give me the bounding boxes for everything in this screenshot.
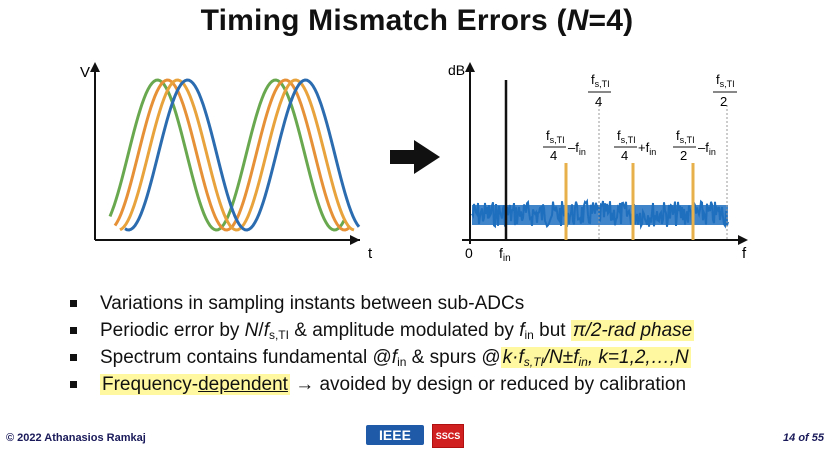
page-number: 14 of 55: [783, 432, 824, 444]
sine-wave: [124, 78, 361, 232]
spur3-annotation: fs,TI 2 –fin: [673, 128, 716, 163]
fin-label: fin: [499, 245, 511, 264]
bullet-marker: [70, 300, 77, 307]
svg-text:–fin: –fin: [698, 140, 716, 157]
spur1-annotation: fs,TI 4 –fin: [543, 128, 586, 163]
right-y-label: dB: [448, 62, 465, 78]
svg-text:–fin: –fin: [568, 140, 586, 157]
right-plot: dB f 0 fin fs,TI 4 fs,TI 2 fs,TI 4: [448, 62, 748, 264]
sscs-logo: SSCS: [432, 424, 464, 448]
svg-text:fs,TI: fs,TI: [676, 128, 695, 145]
svg-text:fs,TI: fs,TI: [591, 72, 610, 89]
bullet-marker: [70, 354, 77, 361]
slide-title: Timing Mismatch Errors (N=4): [200, 4, 634, 37]
highlight: k·fs,TI/N±fin, k=1,2,…,N: [500, 347, 691, 369]
fs4-annotation: fs,TI 4: [588, 72, 611, 109]
right-x-label: f: [742, 245, 747, 262]
highlight: Frequency-dependent: [100, 374, 290, 395]
right-x-arrow-icon: [738, 235, 748, 245]
ieee-logo: IEEE: [366, 425, 424, 445]
bullet-marker: [70, 327, 77, 334]
left-y-arrow-icon: [90, 62, 100, 72]
bullet-marker: [70, 381, 77, 388]
sine-waves: [108, 78, 361, 232]
fs2-annotation: fs,TI 2: [713, 72, 737, 109]
highlight: π/2-rad phase: [570, 320, 695, 341]
svg-text:fs,TI: fs,TI: [617, 128, 636, 145]
noise-floor: [471, 198, 729, 230]
left-plot: V t: [80, 62, 373, 262]
right-y-arrow-icon: [465, 62, 475, 72]
copyright: © 2022 Athanasios Ramkaj: [6, 432, 146, 444]
svg-text:2: 2: [680, 148, 687, 163]
svg-text:+fin: +fin: [638, 140, 656, 157]
noise-trace: [471, 198, 729, 230]
left-x-label: t: [368, 245, 373, 262]
svg-text:fs,TI: fs,TI: [546, 128, 565, 145]
svg-text:4: 4: [550, 148, 557, 163]
origin-label: 0: [465, 245, 473, 261]
svg-text:2: 2: [720, 94, 727, 109]
svg-text:4: 4: [595, 94, 602, 109]
svg-text:fs,TI: fs,TI: [716, 72, 735, 89]
left-x-arrow-icon: [350, 235, 360, 245]
spur2-annotation: fs,TI 4 +fin: [614, 128, 656, 163]
svg-text:4: 4: [621, 148, 628, 163]
left-y-label: V: [80, 64, 90, 81]
right-arrow-icon: [390, 140, 440, 174]
sine-wave: [119, 78, 355, 232]
